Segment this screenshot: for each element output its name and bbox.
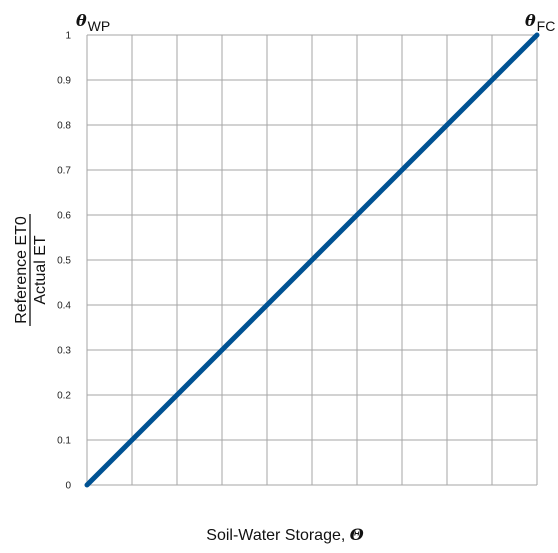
x-axis-title-symbol: Θ [350, 525, 364, 544]
y-tick-labels: 0 0.1 0.2 0.3 0.4 0.5 0.6 0.7 0.8 0.9 1 [57, 31, 71, 492]
y-tick-label: 0.8 [57, 121, 71, 132]
theta-fc-subscript: FC [537, 18, 556, 34]
y-tick-label: 1 [65, 31, 71, 42]
grid [86, 34, 538, 486]
y-axis-title: Reference ET0 Actual ET [13, 214, 49, 326]
y-axis-denominator: Actual ET [32, 235, 49, 305]
series-layer [84, 32, 540, 488]
y-tick-label: 0.3 [57, 346, 71, 357]
theta-fc-symbol: θ [525, 11, 536, 30]
x-axis-title: Soil-Water Storage, Θ [206, 525, 363, 544]
y-tick-label: 0.9 [57, 76, 71, 87]
y-tick-label: 0.1 [57, 436, 71, 447]
y-tick-label: 0.2 [57, 391, 71, 402]
annotation-theta-fc: θFC [525, 11, 555, 34]
y-axis-numerator: Reference ET0 [13, 216, 30, 324]
y-tick-label: 0 [65, 481, 71, 492]
y-tick-label: 0.5 [57, 256, 71, 267]
theta-wp-symbol: θ [76, 11, 87, 30]
y-tick-label: 0.4 [57, 301, 71, 312]
y-tick-label: 0.6 [57, 211, 71, 222]
series-line-0 [84, 32, 540, 488]
x-axis-title-text: Soil-Water Storage, [206, 527, 349, 544]
theta-wp-subscript: WP [88, 18, 111, 34]
annotation-theta-wp: θWP [76, 11, 110, 34]
y-tick-label: 0.7 [57, 166, 71, 177]
